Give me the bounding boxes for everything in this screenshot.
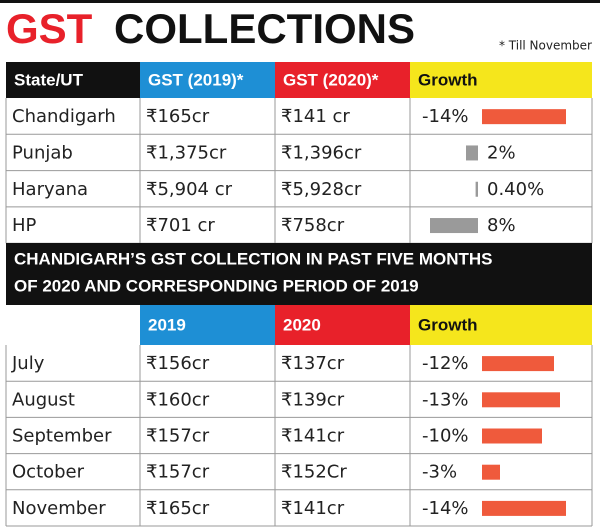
header-cell <box>6 305 140 345</box>
header-label: Growth <box>418 70 478 89</box>
title-part: COLLECTIONS <box>114 5 415 52</box>
growth-label: -14% <box>422 106 469 127</box>
growth-bar <box>482 428 542 444</box>
row-name: September <box>12 426 112 447</box>
row-name: HP <box>12 215 37 236</box>
header-label: State/UT <box>14 70 84 89</box>
growth-label: -3% <box>422 462 457 483</box>
value-2019: ₹156cr <box>146 353 210 374</box>
header-cell <box>6 62 140 98</box>
value-2019: ₹1,375cr <box>146 142 227 163</box>
value-2019: ₹160cr <box>146 389 210 410</box>
header-label: 2019 <box>148 315 186 334</box>
section-title: OF 2020 AND CORRESPONDING PERIOD OF 2019 <box>14 276 419 295</box>
row-name: July <box>11 353 45 374</box>
value-2020: ₹758cr <box>281 215 345 236</box>
value-2019: ₹157cr <box>146 462 210 483</box>
value-2020: ₹152Cr <box>281 462 347 483</box>
growth-bar <box>482 500 566 516</box>
value-2020: ₹141 cr <box>281 106 350 127</box>
header-cell <box>275 62 410 98</box>
growth-label: -12% <box>422 353 469 374</box>
growth-bar <box>466 145 478 161</box>
growth-label: 2% <box>487 142 516 163</box>
header-label: GST (2020)* <box>283 70 379 89</box>
growth-label: -13% <box>422 389 469 410</box>
value-2020: ₹141cr <box>281 498 345 519</box>
value-2020: ₹141cr <box>281 426 345 447</box>
row-name: October <box>12 462 85 483</box>
growth-bar <box>482 392 560 408</box>
value-2020: ₹5,928cr <box>281 179 362 200</box>
value-2019: ₹5,904 cr <box>146 179 233 200</box>
value-2019: ₹701 cr <box>146 215 215 236</box>
row-name: Haryana <box>12 179 88 200</box>
header-cell <box>410 305 592 345</box>
growth-label: 0.40% <box>487 179 544 200</box>
growth-bar <box>482 356 554 372</box>
header-cell <box>140 62 275 98</box>
row-name: Chandigarh <box>12 106 116 127</box>
header-cell <box>275 305 410 345</box>
section-band <box>6 243 592 305</box>
value-2019: ₹165cr <box>146 106 210 127</box>
header-label: 2020 <box>283 315 321 334</box>
header-label: Growth <box>418 315 478 334</box>
growth-bar <box>475 181 478 197</box>
title-part: GST <box>6 5 93 52</box>
growth-label: -14% <box>422 498 469 519</box>
section-title: CHANDIGARH’S GST COLLECTION IN PAST FIVE… <box>14 249 493 268</box>
header-cell <box>140 305 275 345</box>
growth-label: 8% <box>487 215 516 236</box>
note: * Till November <box>499 39 592 53</box>
growth-bar <box>482 109 566 125</box>
growth-label: -10% <box>422 426 469 447</box>
value-2020: ₹1,396cr <box>281 142 362 163</box>
value-2019: ₹157cr <box>146 426 210 447</box>
row-name: Punjab <box>12 142 73 163</box>
row-name: August <box>12 389 75 410</box>
value-2020: ₹139cr <box>281 389 345 410</box>
title: GST COLLECTIONS <box>6 5 415 52</box>
value-2019: ₹165cr <box>146 498 210 519</box>
value-2020: ₹137cr <box>281 353 345 374</box>
top-rule <box>0 0 600 3</box>
header-cell <box>410 62 592 98</box>
growth-bar <box>482 464 500 480</box>
row-name: November <box>12 498 106 519</box>
growth-bar <box>430 218 478 234</box>
header-label: GST (2019)* <box>148 70 244 89</box>
